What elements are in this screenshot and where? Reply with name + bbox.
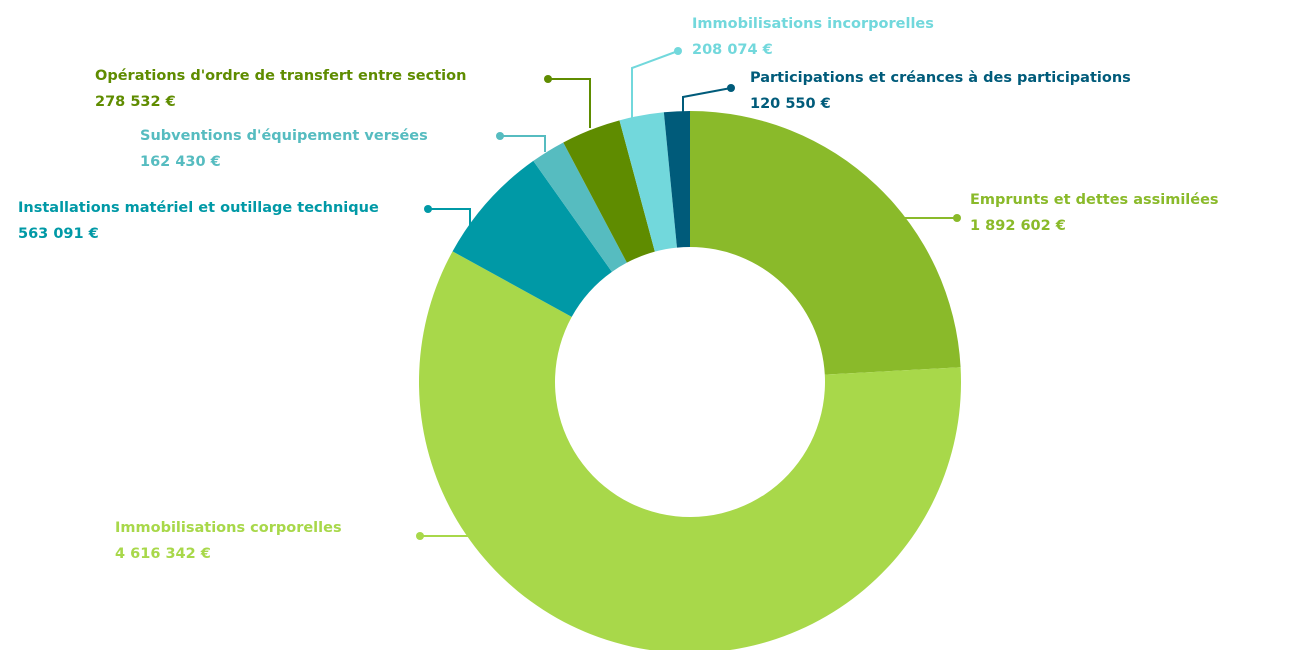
donut-slice xyxy=(419,251,961,650)
slice-value-label: 162 430 € xyxy=(140,154,221,170)
slice-value-label: 208 074 € xyxy=(692,42,773,58)
leader-dot xyxy=(674,47,682,55)
leader-dot xyxy=(727,84,735,92)
leader-dot xyxy=(953,214,961,222)
slice-label: Participations et créances à des partici… xyxy=(750,70,1131,86)
donut-slice xyxy=(563,120,655,263)
slice-label: Immobilisations incorporelles xyxy=(692,16,934,32)
donut-slice xyxy=(619,112,677,252)
slice-value-label: 1 892 602 € xyxy=(970,218,1066,234)
slice-label: Subventions d'équipement versées xyxy=(140,128,428,144)
leader-line xyxy=(631,50,679,120)
slice-value-label: 278 532 € xyxy=(95,94,176,110)
slice-label: Immobilisations corporelles xyxy=(115,520,342,536)
leader-dot xyxy=(416,532,424,540)
donut-slice xyxy=(533,142,627,272)
donut-slice xyxy=(452,160,612,317)
slice-label: Opérations d'ordre de transfert entre se… xyxy=(95,68,466,84)
donut-slice xyxy=(690,111,961,375)
slice-label: Emprunts et dettes assimilées xyxy=(970,192,1219,208)
slice-value-label: 4 616 342 € xyxy=(115,546,211,562)
leader-line xyxy=(548,78,591,128)
leader-line xyxy=(500,135,546,152)
leader-dot xyxy=(424,205,432,213)
slice-value-label: 563 091 € xyxy=(18,226,99,242)
leader-line xyxy=(682,87,732,115)
slice-value-label: 120 550 € xyxy=(750,96,831,112)
donut-slice xyxy=(663,111,690,248)
leader-dot xyxy=(544,75,552,83)
leader-line xyxy=(428,208,471,228)
leader-dot xyxy=(496,132,504,140)
slice-label: Installations matériel et outillage tech… xyxy=(18,200,379,216)
